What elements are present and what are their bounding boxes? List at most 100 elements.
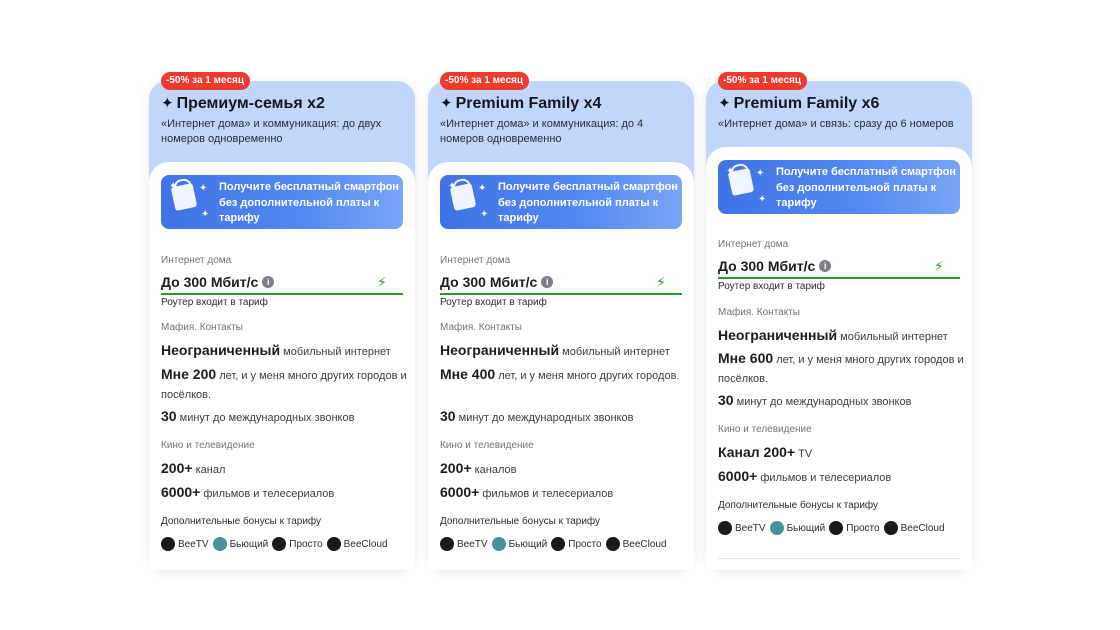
card-body [149,162,415,570]
tariff-title: ✦ Premium Family x6 [718,95,880,112]
info-icon[interactable]: i [262,276,275,288]
card-divider [718,558,960,559]
bonus-beetv[interactable]: BeeTV [161,537,209,551]
tariff-card-premium-family-x6[interactable]: -50% за 1 месяц ✦ Premium Family x6 «Инте… [706,72,972,570]
speed-underline [718,277,960,279]
bonuses-section-label: Дополнительные бонусы к тарифу [161,516,322,527]
bonus-beecloud[interactable]: BeeCloud [883,521,945,535]
sparkle-icon: ✦ [440,95,453,112]
channels-row: 200+ канал [161,460,226,476]
bonus-beecloud[interactable]: BeeCloud [326,537,388,551]
bonus-prosto[interactable]: Просто [551,537,602,551]
speed-underline [161,293,403,295]
films-row: 6000+ фильмов и телесериалов [718,468,892,484]
minutes-age-row: Мне 600 лет, и у меня много других город… [718,350,964,385]
beetv-icon [440,537,454,551]
free-smartphone-promo[interactable]: ✦ ✦ ✦ Получите бесплатный смартфон без д… [718,160,960,214]
bonus-beecloud[interactable]: BeeCloud [605,537,667,551]
unlimited-internet-row: Неограниченный мобильный интернет [440,342,670,358]
internet-speed: До 300 Мбит/с i [440,274,554,290]
channels-row: 200+ каналов [440,460,517,476]
bonus-list: BeeTV Бьющий Просто BeeCloud [718,521,949,535]
sparkle-icon: ✦ [758,194,767,205]
prosto-icon [272,537,287,551]
channels-row: Канал 200+ TV [718,444,813,460]
internet-speed: До 300 Мбит/с i [161,274,275,290]
beecloud-icon [326,537,341,551]
sparkle-icon: ✦ [201,209,210,220]
sparkle-icon: ✦ [718,95,731,112]
lightning-icon: ⚡ [377,274,387,290]
mobile-section-label: Мафия. Контакты [718,307,800,318]
sparkle-icon: ✦ [199,183,208,194]
beetv-icon [161,537,175,551]
mobile-section-label: Мафия. Контакты [161,322,243,333]
internet-section-label: Интернет дома [440,255,511,266]
prosto-icon [829,521,844,535]
international-minutes-row: 30 минут до международных звонков [718,392,912,408]
bonus-byushchiy[interactable]: Бьющий [212,537,268,551]
lightning-icon: ⚡ [656,274,666,290]
sparkle-icon: ✦ [480,209,489,220]
bonus-prosto[interactable]: Просто [272,537,323,551]
discount-badge: -50% за 1 месяц [718,72,808,90]
tariff-subtitle: «Интернет дома» и связь: сразу до 6 номе… [718,118,954,130]
tariff-card-premium-family-x2[interactable]: -50% за 1 месяц ✦ Премиум-семья x2 «Интер… [149,72,415,570]
byushchiy-icon [212,537,227,551]
info-icon[interactable]: i [541,276,554,288]
international-minutes-row: 30 минут до международных звонков [440,408,634,424]
tv-section-label: Кино и телевидение [161,440,255,451]
card-body [706,147,972,570]
router-note: Роутер входит в тариф [440,297,547,308]
bonus-prosto[interactable]: Просто [829,521,880,535]
internet-section-label: Интернет дома [161,255,232,266]
mobile-section-label: Мафия. Контакты [440,322,522,333]
sparkle-icon: ✦ [478,183,487,194]
minutes-age-row: Мне 200 лет, и у меня много других город… [161,366,407,401]
beetv-icon [718,521,732,535]
smartphone-gift-icon [170,182,198,212]
tariff-subtitle: «Интернет дома» и коммуникация: до 4 ном… [440,118,644,145]
bonus-list: BeeTV Бьющий Просто BeeCloud [161,537,392,551]
bonus-beetv[interactable]: BeeTV [718,521,766,535]
tariff-card-premium-family-x4[interactable]: -50% за 1 месяц ✦ Premium Family x4 «Инте… [428,72,694,570]
films-row: 6000+ фильмов и телесериалов [161,484,335,500]
promo-text: Получите бесплатный смартфон без дополни… [219,181,399,224]
smartphone-gift-icon [727,167,755,197]
lightning-icon: ⚡ [934,258,944,274]
beecloud-icon [605,537,620,551]
discount-badge: -50% за 1 месяц [440,72,530,90]
tariff-subtitle: «Интернет дома» и коммуникация: до двух … [161,118,382,145]
bonus-byushchiy[interactable]: Бьющий [491,537,547,551]
films-row: 6000+ фильмов и телесериалов [440,484,614,500]
unlimited-internet-row: Неограниченный мобильный интернет [161,342,391,358]
promo-text: Получите бесплатный смартфон без дополни… [498,181,678,224]
sparkle-icon: ✦ [756,168,765,179]
discount-badge: -50% за 1 месяц [161,72,251,90]
tv-section-label: Кино и телевидение [440,440,534,451]
promo-text: Получите бесплатный смартфон без дополни… [776,166,956,209]
byushchiy-icon [769,521,784,535]
smartphone-gift-icon [449,182,477,212]
router-note: Роутер входит в тариф [718,281,825,292]
bonuses-section-label: Дополнительные бонусы к тарифу [440,516,601,527]
prosto-icon [551,537,566,551]
internet-section-label: Интернет дома [718,239,789,250]
bonus-beetv[interactable]: BeeTV [440,537,488,551]
internet-speed: До 300 Мбит/с i [718,258,832,274]
sparkle-icon: ✦ [161,95,174,112]
info-icon[interactable]: i [819,260,832,272]
tariff-title: ✦ Premium Family x4 [440,95,602,112]
international-minutes-row: 30 минут до международных звонков [161,408,355,424]
byushchiy-icon [491,537,506,551]
minutes-age-row: Мне 400 лет, и у меня много других город… [440,366,680,382]
free-smartphone-promo[interactable]: ✦ ✦ ✦ Получите бесплатный смартфон без д… [161,175,403,229]
bonus-byushchiy[interactable]: Бьющий [769,521,825,535]
tariff-title: ✦ Премиум-семья x2 [161,95,325,112]
unlimited-internet-row: Неограниченный мобильный интернет [718,327,948,343]
card-body [428,162,694,570]
speed-underline [440,293,682,295]
router-note: Роутер входит в тариф [161,297,268,308]
bonuses-section-label: Дополнительные бонусы к тарифу [718,500,879,511]
free-smartphone-promo[interactable]: ✦ ✦ ✦ Получите бесплатный смартфон без д… [440,175,682,229]
